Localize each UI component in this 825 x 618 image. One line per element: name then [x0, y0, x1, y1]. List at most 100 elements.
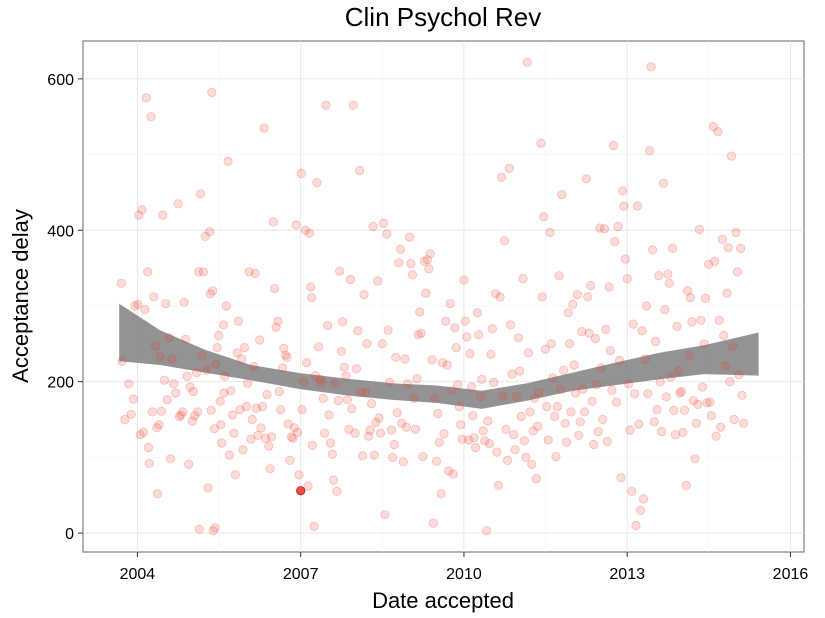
x-tick-label: 2007: [283, 566, 319, 583]
data-point: [230, 470, 240, 480]
data-point: [237, 354, 247, 364]
data-point: [133, 299, 143, 309]
data-point: [398, 457, 408, 467]
data-point: [410, 424, 421, 434]
data-point: [669, 405, 679, 415]
data-point: [481, 526, 492, 536]
data-point: [596, 363, 606, 373]
data-point: [729, 414, 739, 425]
data-point: [684, 350, 694, 360]
data-point: [551, 451, 561, 462]
data-point: [445, 299, 455, 309]
data-point: [602, 436, 612, 447]
data-point: [433, 408, 443, 419]
data-point: [210, 523, 220, 533]
data-point: [623, 379, 634, 389]
data-point: [394, 258, 404, 268]
data-point: [375, 428, 386, 438]
data-point: [697, 382, 708, 392]
data-point: [658, 178, 669, 188]
data-point: [253, 430, 263, 440]
data-point: [496, 172, 507, 182]
data-point: [559, 365, 569, 375]
data-point: [531, 473, 541, 484]
data-point: [208, 286, 218, 296]
data-point: [246, 434, 256, 444]
data-point: [158, 210, 168, 220]
data-point: [519, 436, 529, 446]
data-point: [676, 386, 687, 397]
data-point: [673, 366, 683, 376]
data-point: [165, 454, 175, 464]
data-point: [529, 393, 540, 403]
data-point: [386, 425, 396, 435]
data-point: [193, 407, 203, 417]
data-point: [709, 256, 720, 266]
data-point: [560, 418, 570, 428]
data-point: [407, 270, 417, 280]
data-point: [296, 168, 306, 179]
data-point: [218, 320, 229, 330]
data-point: [344, 424, 354, 434]
data-point: [607, 385, 617, 395]
data-point: [694, 224, 705, 235]
data-point: [143, 267, 153, 277]
data-point: [430, 393, 440, 403]
data-point: [725, 377, 735, 387]
data-point: [726, 151, 737, 161]
data-point: [350, 428, 360, 438]
data-point: [413, 330, 423, 340]
data-point: [469, 433, 479, 443]
data-point: [419, 256, 429, 266]
plot-panel: [82, 40, 805, 553]
data-point: [239, 342, 250, 353]
data-point: [351, 364, 361, 374]
data-point: [194, 267, 204, 277]
data-point: [373, 276, 383, 286]
data-point: [599, 224, 610, 234]
data-point: [235, 405, 245, 415]
data-point: [327, 449, 337, 459]
data-point: [703, 259, 714, 269]
data-point: [156, 406, 166, 416]
data-point: [117, 356, 127, 366]
data-point: [368, 221, 378, 232]
data-point: [502, 455, 513, 465]
data-point: [325, 438, 336, 448]
data-point: [279, 343, 289, 353]
data-point: [468, 411, 478, 421]
data-point: [579, 407, 590, 417]
data-point: [319, 428, 330, 438]
data-point: [249, 361, 259, 372]
data-point: [152, 423, 162, 433]
data-point: [483, 416, 493, 426]
data-point: [205, 289, 215, 299]
data-point: [738, 418, 749, 428]
data-point: [693, 399, 703, 409]
data-point: [282, 352, 292, 362]
data-point: [365, 425, 375, 435]
data-point: [442, 360, 452, 370]
data-point: [534, 387, 544, 397]
data-point: [307, 440, 317, 450]
data-point: [221, 301, 231, 311]
data-point: [335, 266, 345, 276]
data-point: [716, 422, 726, 432]
data-point: [493, 480, 503, 490]
data-point: [549, 411, 560, 422]
data-point: [341, 371, 351, 381]
data-point: [318, 393, 328, 403]
data-point: [418, 451, 428, 462]
data-point: [631, 520, 641, 531]
data-point: [523, 348, 534, 358]
data-point: [505, 320, 516, 330]
data-point: [632, 201, 642, 211]
data-point: [681, 480, 691, 490]
data-point: [357, 451, 368, 461]
data-point: [161, 299, 171, 309]
data-point: [360, 387, 370, 397]
data-point: [620, 254, 631, 264]
data-point: [388, 452, 398, 462]
data-point: [605, 345, 616, 356]
data-point: [229, 428, 239, 438]
